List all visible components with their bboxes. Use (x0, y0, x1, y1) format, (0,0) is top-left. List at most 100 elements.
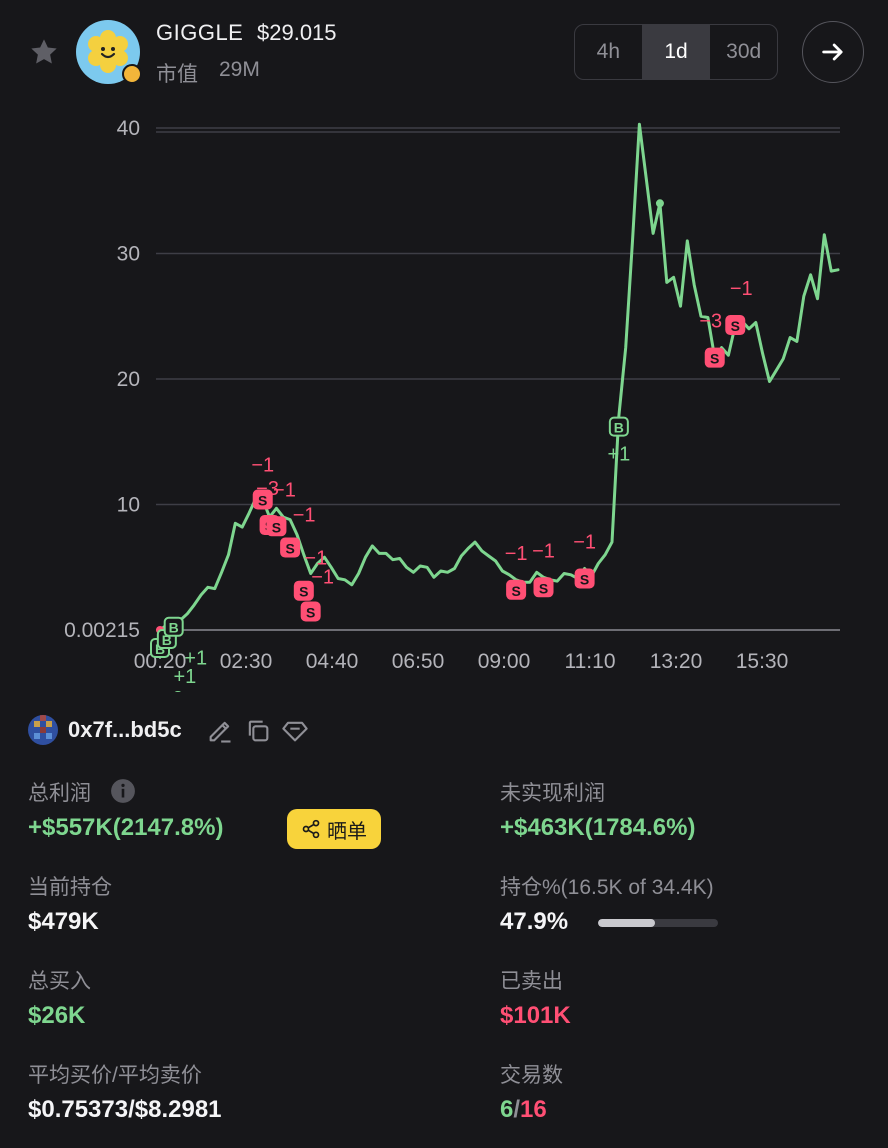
trade-amount-label: −1 (532, 540, 555, 562)
peak-dot (655, 199, 664, 208)
open-detail-button[interactable] (802, 21, 864, 83)
total-bought-value: $26K (28, 1002, 86, 1029)
trade-marker-sell (293, 580, 314, 601)
favorite-star-icon[interactable] (28, 36, 60, 68)
price-chart[interactable]: 0.00215 10 20 30 40 00:20 02:30 04:40 06:50 09:00… (0, 110, 888, 692)
trade-marker-letter: B (162, 632, 172, 648)
trades-label: 交易数 (500, 1064, 563, 1087)
x-tick-label: 13:20 (650, 650, 703, 673)
market-cap-label: 市值 (156, 63, 198, 86)
hold-percent-bar-fill (598, 919, 656, 927)
trade-amount-label: −1 (311, 567, 334, 589)
trade-marker-sell (300, 601, 321, 622)
trade-amount-label: −3 (699, 311, 722, 333)
hold-percent-bar (598, 919, 718, 927)
trade-marker-sell (280, 537, 301, 558)
hold-percent-label: 持仓%(16.5K of 34.4K) (500, 876, 714, 899)
arrow-right-icon (822, 43, 843, 61)
trades-sell-count: 16 (520, 1096, 547, 1123)
token-name: GIGGLE (156, 20, 244, 45)
trade-marker-letter: S (731, 318, 740, 334)
info-icon[interactable] (110, 778, 136, 804)
trade-marker-sell (252, 489, 273, 510)
trade-amount-label: −1 (293, 505, 316, 527)
tab-4h[interactable]: 4h (596, 40, 621, 63)
trade-marker-buy (608, 416, 629, 437)
avg-price-value: $0.75373/$8.2981 (28, 1096, 222, 1123)
holding-label: 当前持仓 (28, 876, 112, 899)
trade-marker-sell (704, 347, 725, 368)
wallet-address[interactable]: 0x7f...bd5c (68, 717, 182, 742)
chain-badge-icon (122, 64, 142, 84)
trade-amount-label: −1 (730, 278, 753, 300)
x-tick-label: 15:30 (736, 650, 789, 673)
trade-marker-letter: B (155, 641, 165, 657)
x-tick-label: 11:10 (565, 650, 616, 673)
trades-separator: / (513, 1096, 521, 1123)
total-bought-label: 总买入 (28, 970, 91, 993)
y-tick-label: 10 (117, 494, 140, 517)
unrealized-profit-value: +$463K(1784.6%) (500, 814, 696, 841)
share-icon (302, 819, 320, 839)
token-price: $29.015 (257, 20, 337, 45)
trade-marker-letter: S (299, 584, 308, 600)
trade-marker-buy (163, 616, 184, 637)
trade-marker-sell (533, 577, 554, 598)
trade-amount-label: −1 (251, 454, 274, 476)
trade-amount-label: −3 (256, 478, 279, 500)
total-profit-value: +$557K(2147.8%) (28, 814, 224, 841)
trade-amount-label: +1 (173, 666, 196, 688)
trade-marker-letter: S (258, 492, 267, 508)
trade-marker-letter: B (614, 420, 624, 436)
trade-amount-label: −1 (304, 548, 327, 570)
trade-marker-letter: S (710, 351, 719, 367)
x-tick-label: 00:20 (134, 650, 187, 673)
y-tick-label: 30 (117, 243, 140, 266)
x-tick-label: 04:40 (306, 650, 359, 673)
sold-value: $101K (500, 1002, 571, 1029)
trade-marker-letter: B (169, 620, 179, 636)
market-cap-value: 29M (219, 58, 260, 81)
x-tick-label: 06:50 (392, 650, 445, 673)
hold-percent-value: 47.9% (500, 908, 569, 935)
wallet-avatar (28, 715, 58, 745)
copy-icon[interactable] (244, 717, 272, 745)
tag-icon[interactable] (281, 717, 309, 745)
y-tick-label: 20 (117, 368, 140, 391)
sold-label: 已卖出 (500, 970, 563, 993)
y-tick-label: 40 (117, 117, 140, 140)
trade-marker-letter: S (539, 580, 548, 596)
y-tick-label: 0.00215 (64, 619, 140, 642)
trade-marker-sell (725, 315, 746, 336)
smiley-flower-icon (88, 30, 128, 73)
trade-marker-sell (506, 579, 527, 600)
unrealized-profit-label: 未实现利润 (500, 782, 605, 805)
price-line (158, 122, 840, 632)
trade-amount-label: +1 (184, 648, 207, 670)
trade-amount-label: +1 (607, 444, 630, 466)
edit-icon[interactable] (206, 717, 234, 745)
timeframe-selector: 4h 1d 30d (574, 24, 778, 80)
tab-30d[interactable]: 30d (709, 25, 777, 79)
share-button[interactable]: 晒单 (287, 809, 381, 849)
x-tick-label: 09:00 (478, 650, 531, 673)
x-tick-label: 02:30 (220, 650, 273, 673)
trade-amount-label: −1 (273, 479, 296, 501)
trade-marker-letter: S (306, 605, 315, 621)
trades-buy-count: 6 (500, 1096, 514, 1123)
tab-1d[interactable]: 1d (641, 25, 710, 79)
avg-price-label: 平均买价/平均卖价 (28, 1064, 202, 1087)
holding-value: $479K (28, 908, 99, 935)
trade-marker-sell (266, 516, 287, 537)
trade-marker-letter: S (272, 519, 281, 535)
trade-marker-letter: S (580, 572, 589, 588)
trade-marker-letter: S (285, 541, 294, 557)
trade-marker-letter: S (511, 583, 520, 599)
trade-amount-label: −1 (573, 532, 596, 554)
trade-amount-label: −1 (505, 543, 528, 565)
trades-value: 6/16 (500, 1096, 547, 1124)
trade-marker-sell (574, 568, 595, 589)
token-logo (76, 20, 142, 84)
share-label: 晒单 (327, 820, 367, 843)
total-profit-label: 总利润 (28, 782, 91, 805)
